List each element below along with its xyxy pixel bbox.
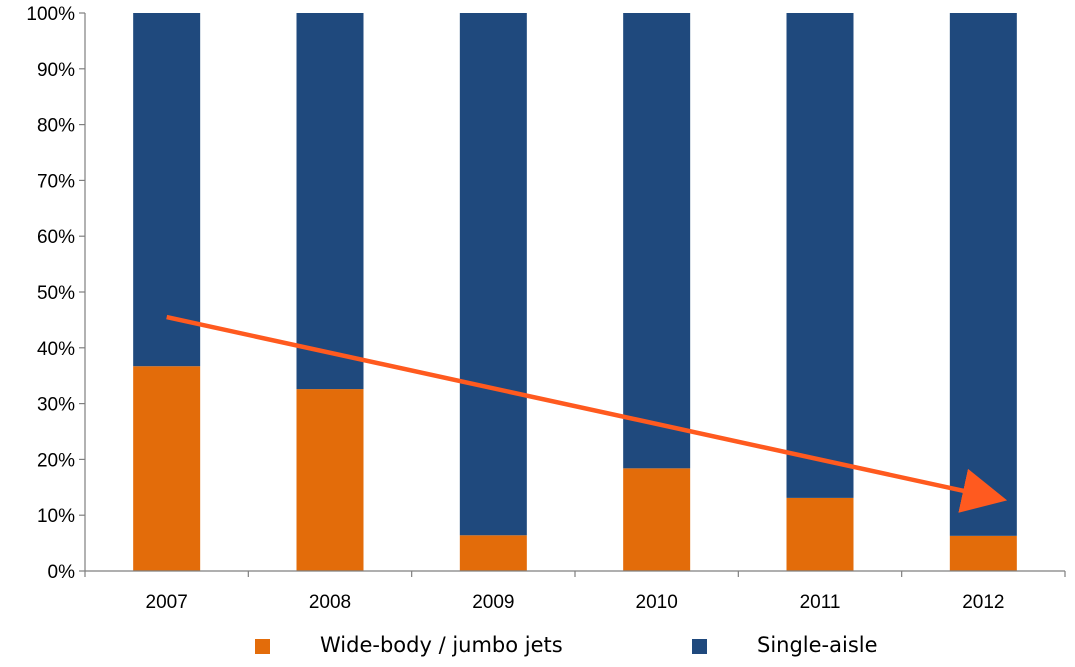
y-tick-label: 60%	[37, 227, 75, 248]
bar-wide-body-2011	[786, 497, 854, 571]
y-tick-label: 70%	[37, 171, 75, 192]
x-tick-label-2009: 2009	[472, 592, 514, 613]
bars-layer	[133, 13, 1017, 571]
annotation-layer	[166, 314, 1008, 513]
bar-single-aisle-2012	[949, 13, 1017, 536]
bar-single-aisle-2009	[459, 13, 527, 536]
bar-single-aisle-2011	[786, 13, 854, 498]
legend-item-single-aisle: Single-aisle	[692, 633, 878, 657]
bar-wide-body-2008	[296, 389, 364, 571]
x-tick-label-2007: 2007	[146, 592, 188, 613]
bar-single-aisle-2010	[623, 13, 691, 469]
y-tick-label: 0%	[48, 562, 76, 583]
y-tick-label: 30%	[37, 395, 75, 416]
axes-layer: 0% 10% 20% 30% 40% 50% 60% 70% 80% 90% 100% 2007 200…	[26, 4, 1066, 613]
bar-single-aisle-2008	[296, 13, 364, 390]
y-tick-label: 50%	[37, 283, 75, 304]
legend-label: Wide-body / jumbo jets	[320, 633, 563, 657]
x-tick-label-2008: 2008	[309, 592, 351, 613]
trend-arrow	[166, 314, 1008, 513]
bar-wide-body-2009	[459, 535, 527, 571]
bar-wide-body-2010	[623, 468, 691, 571]
x-tick-label-2010: 2010	[636, 592, 678, 613]
bar-wide-body-2007	[133, 366, 201, 571]
legend-swatch	[692, 639, 707, 654]
x-tick-label-2012: 2012	[962, 592, 1004, 613]
y-tick-label: 40%	[37, 339, 75, 360]
bar-wide-body-2012	[949, 535, 1017, 571]
legend: Wide-body / jumbo jets Single-aisle	[255, 633, 878, 657]
legend-swatch	[255, 639, 270, 654]
y-tick-label: 100%	[26, 4, 75, 25]
y-tick-label: 10%	[37, 506, 75, 527]
legend-label: Single-aisle	[757, 633, 878, 657]
x-tick-label-2011: 2011	[800, 592, 841, 613]
bar-single-aisle-2007	[133, 13, 201, 367]
y-tick-label: 80%	[37, 116, 75, 137]
y-tick-label: 20%	[37, 450, 75, 471]
legend-item-wide-body: Wide-body / jumbo jets	[255, 633, 563, 657]
y-tick-label: 90%	[37, 60, 75, 81]
